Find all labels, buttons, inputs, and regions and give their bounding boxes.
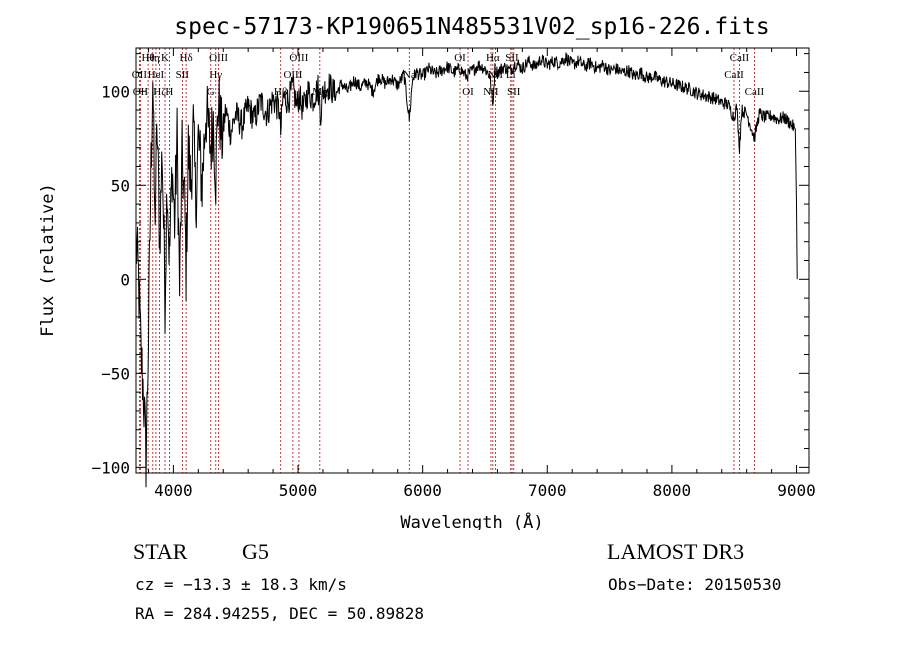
- x-tick-label: 6000: [403, 481, 442, 500]
- line-marker-label: Hη: [146, 52, 160, 64]
- line-marker-label: SII: [507, 86, 521, 98]
- x-tick-label: 9000: [777, 481, 816, 500]
- chart-title: spec-57173-KP190651N485531V02_sp16-226.f…: [174, 14, 769, 40]
- line-marker-label: H: [165, 86, 173, 98]
- spectrum-line: [135, 52, 798, 488]
- x-tick-label: 4000: [154, 481, 193, 500]
- spectrum-chart: spec-57173-KP190651N485531V02_sp16-226.f…: [38, 14, 816, 530]
- y-tick-label: −100: [91, 458, 130, 477]
- spectrum-line-layer: [135, 52, 798, 488]
- line-marker-label: HeI: [148, 69, 165, 81]
- line-marker-label: OIII: [283, 69, 302, 81]
- line-marker-label: CaII: [730, 52, 750, 64]
- x-axis: 4000 5000 6000 7000 8000 9000: [147, 48, 816, 500]
- line-marker-label: NII: [483, 86, 499, 98]
- line-marker-label: SII: [505, 52, 519, 64]
- line-marker-label: OI: [462, 86, 474, 98]
- observation-date: Obs−Date: 20150530: [608, 575, 782, 594]
- redshift-velocity: cz = −13.3 ± 18.3 km/s: [135, 575, 347, 594]
- x-tick-label: 5000: [279, 481, 318, 500]
- line-marker-label: Hθ: [141, 52, 154, 64]
- x-tick-label: 8000: [653, 481, 692, 500]
- line-marker-label: OII: [133, 86, 149, 98]
- line-marker-label: G: [207, 86, 215, 98]
- y-tick-label: 100: [101, 82, 130, 101]
- line-marker-label: CaII: [724, 69, 744, 81]
- line-marker-label: OIII: [209, 52, 228, 64]
- survey-name: LAMOST DR3: [607, 539, 745, 564]
- line-marker-label: Hζ: [153, 86, 166, 98]
- object-subclass: G5: [242, 539, 269, 564]
- plot-frame: [135, 47, 810, 474]
- line-marker-label: K: [161, 52, 169, 64]
- line-marker-label: CaII: [745, 86, 765, 98]
- line-marker-label: Hγ: [209, 69, 222, 81]
- x-tick-label: 7000: [528, 481, 567, 500]
- line-marker-label: SII: [176, 69, 190, 81]
- line-marker-label: OI: [454, 52, 466, 64]
- y-axis-label: Flux (relative): [38, 183, 58, 337]
- y-tick-label: −50: [101, 364, 130, 383]
- y-axis: −100 −50 0 50 100: [91, 53, 809, 477]
- ra-dec-coordinates: RA = 284.94255, DEC = 50.89828: [135, 604, 424, 623]
- x-axis-label: Wavelength (Å): [400, 511, 543, 530]
- line-marker-label: Li: [506, 69, 516, 81]
- line-marker-label: Hα: [486, 52, 500, 64]
- line-marker-label: OII: [132, 69, 148, 81]
- y-tick-label: 50: [111, 176, 130, 195]
- y-tick-label: 0: [120, 270, 130, 289]
- line-marker-label: OIII: [289, 52, 308, 64]
- object-class: STAR: [133, 539, 188, 564]
- line-marker-label: Na: [403, 69, 416, 81]
- line-marker-label: Hδ: [180, 52, 193, 64]
